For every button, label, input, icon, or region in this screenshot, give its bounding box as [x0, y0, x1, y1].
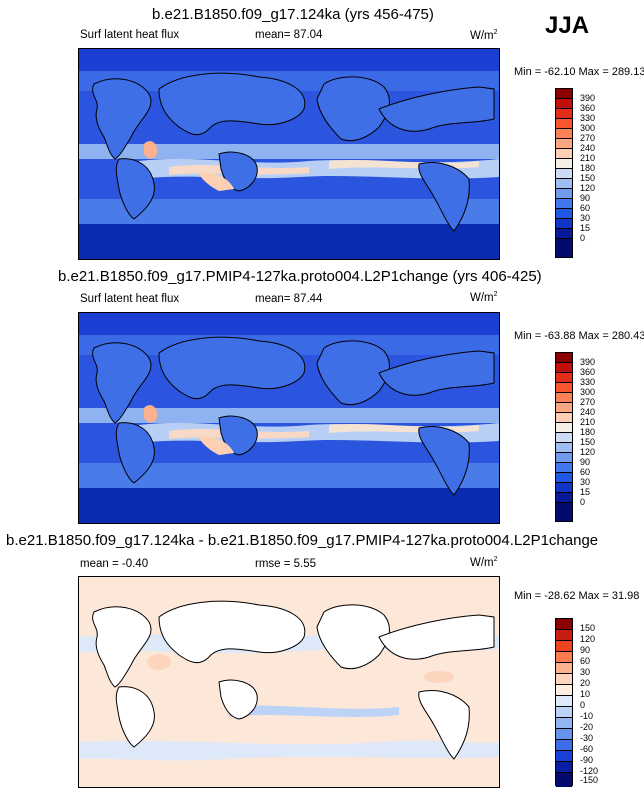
panel2-title: b.e21.B1850.f09_g17.PMIP4-127ka.proto004…: [58, 268, 542, 285]
cbar2-label: 180: [580, 427, 596, 437]
panel2-units: W/m2: [470, 291, 498, 304]
cbar2-label: 270: [580, 397, 596, 407]
cbar2-label: 15: [580, 487, 591, 497]
panel1-units: W/m2: [470, 29, 498, 42]
cbar3-label: -150: [580, 775, 599, 785]
cbar3-label: 150: [580, 623, 596, 633]
cbar1-label: 300: [580, 123, 596, 133]
cbar2-label: 150: [580, 437, 596, 447]
cbar3-label: 0: [580, 700, 586, 710]
panel1-variable-label: Surf latent heat flux: [80, 29, 180, 41]
panel1-colorbar: [555, 88, 573, 258]
cbar3-label: 60: [580, 656, 591, 666]
cbar2-label: 360: [580, 367, 596, 377]
panel3-mean-label: mean = -0.40: [80, 558, 149, 570]
panel2-mean-label: mean= 87.44: [255, 293, 323, 305]
cbar1-label: 90: [580, 193, 591, 203]
cbar1-label: 60: [580, 203, 591, 213]
panel3-minmax: Min = -28.62 Max = 31.98: [514, 590, 640, 602]
cbar1-label: 0: [580, 233, 586, 243]
cbar1-label: 30: [580, 213, 591, 223]
cbar3-label: -20: [580, 722, 594, 732]
cbar3-label: -120: [580, 766, 599, 776]
panel1-mean-label: mean= 87.04: [255, 29, 323, 41]
cbar1-label: 330: [580, 113, 596, 123]
season-label: JJA: [545, 12, 590, 39]
cbar2-label: 240: [580, 407, 596, 417]
panel3-units: W/m2: [470, 556, 498, 569]
panel3-title: b.e21.B1850.f09_g17.124ka - b.e21.B1850.…: [6, 532, 599, 549]
cbar2-label: 0: [580, 497, 586, 507]
cbar1-label: 270: [580, 133, 596, 143]
cbar3-label: 90: [580, 645, 591, 655]
cbar3-label: 30: [580, 667, 591, 677]
cbar2-label: 120: [580, 447, 596, 457]
cbar3-label: 10: [580, 689, 591, 699]
cbar3-label: -30: [580, 733, 594, 743]
panel3-map: [78, 576, 500, 788]
cbar3-label: 20: [580, 678, 591, 688]
cbar1-label: 240: [580, 143, 596, 153]
panel2-colorbar: [555, 352, 573, 522]
panel2-map: [78, 312, 500, 524]
cbar2-label: 60: [580, 467, 591, 477]
cbar3-label: -60: [580, 744, 594, 754]
cbar1-label: 150: [580, 173, 596, 183]
cbar2-label: 330: [580, 377, 596, 387]
cbar2-label: 390: [580, 357, 596, 367]
panel1-minmax: Min = -62.10 Max = 289.13: [514, 66, 644, 78]
cbar1-label: 360: [580, 103, 596, 113]
cbar1-label: 210: [580, 153, 596, 163]
cbar2-label: 30: [580, 477, 591, 487]
cbar1-label: 180: [580, 163, 596, 173]
panel1-title: b.e21.B1850.f09_g17.124ka (yrs 456-475): [152, 6, 434, 23]
cbar2-label: 210: [580, 417, 596, 427]
cbar3-label: -10: [580, 711, 594, 721]
panel2-minmax: Min = -63.88 Max = 280.43: [514, 330, 644, 342]
panel1-map: [78, 48, 500, 260]
panel3-rmse-label: rmse = 5.55: [255, 558, 317, 570]
cbar2-label: 300: [580, 387, 596, 397]
cbar1-label: 390: [580, 93, 596, 103]
cbar1-label: 120: [580, 183, 596, 193]
cbar3-label: 120: [580, 634, 596, 644]
panel2-variable-label: Surf latent heat flux: [80, 293, 180, 305]
cbar2-label: 90: [580, 457, 591, 467]
panel3-colorbar: [555, 618, 573, 787]
cbar1-label: 15: [580, 223, 591, 233]
cbar3-label: -90: [580, 755, 594, 765]
